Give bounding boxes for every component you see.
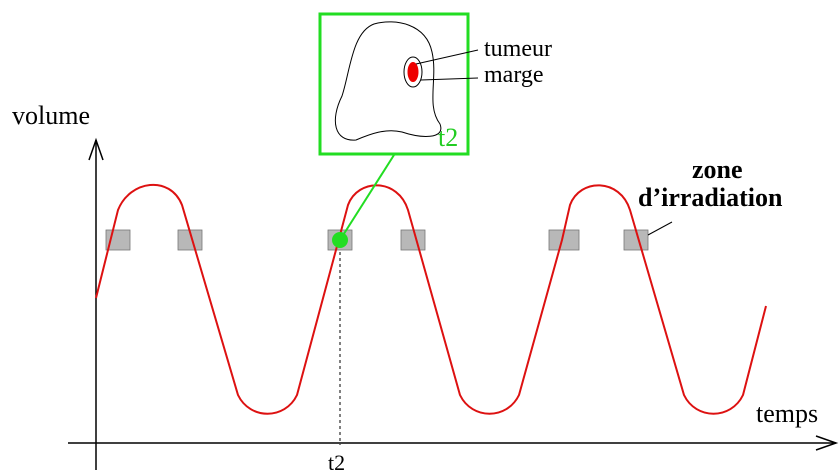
x-axis-label: temps: [756, 399, 818, 428]
inset-time-label: t2: [438, 123, 458, 152]
tumor-ellipse: [407, 62, 419, 82]
inset-panel: t2: [318, 12, 479, 156]
inset-connector: [339, 154, 395, 241]
organ-outline: [334, 21, 442, 141]
tumor-label: tumeur: [484, 36, 552, 62]
tumor-pointer: [415, 49, 479, 65]
y-axis-arrow-icon: [88, 137, 104, 161]
irradiation-zone-bands: [105, 229, 649, 251]
zone-label-pointer: [647, 221, 673, 236]
volume-curve: [95, 183, 767, 415]
margin-pointer: [420, 77, 479, 81]
x-tick-t2: t2: [328, 450, 345, 473]
y-axis-label: volume: [12, 101, 90, 130]
t2-marker: [332, 232, 348, 248]
margin-label: marge: [484, 62, 544, 88]
zone-label-line1: zone: [692, 155, 743, 184]
axes: volume temps t2: [12, 101, 839, 473]
zone-label-line2: d’irradiation: [638, 183, 783, 212]
zone-band: [400, 229, 426, 251]
x-axis-arrow-icon: [815, 435, 839, 451]
